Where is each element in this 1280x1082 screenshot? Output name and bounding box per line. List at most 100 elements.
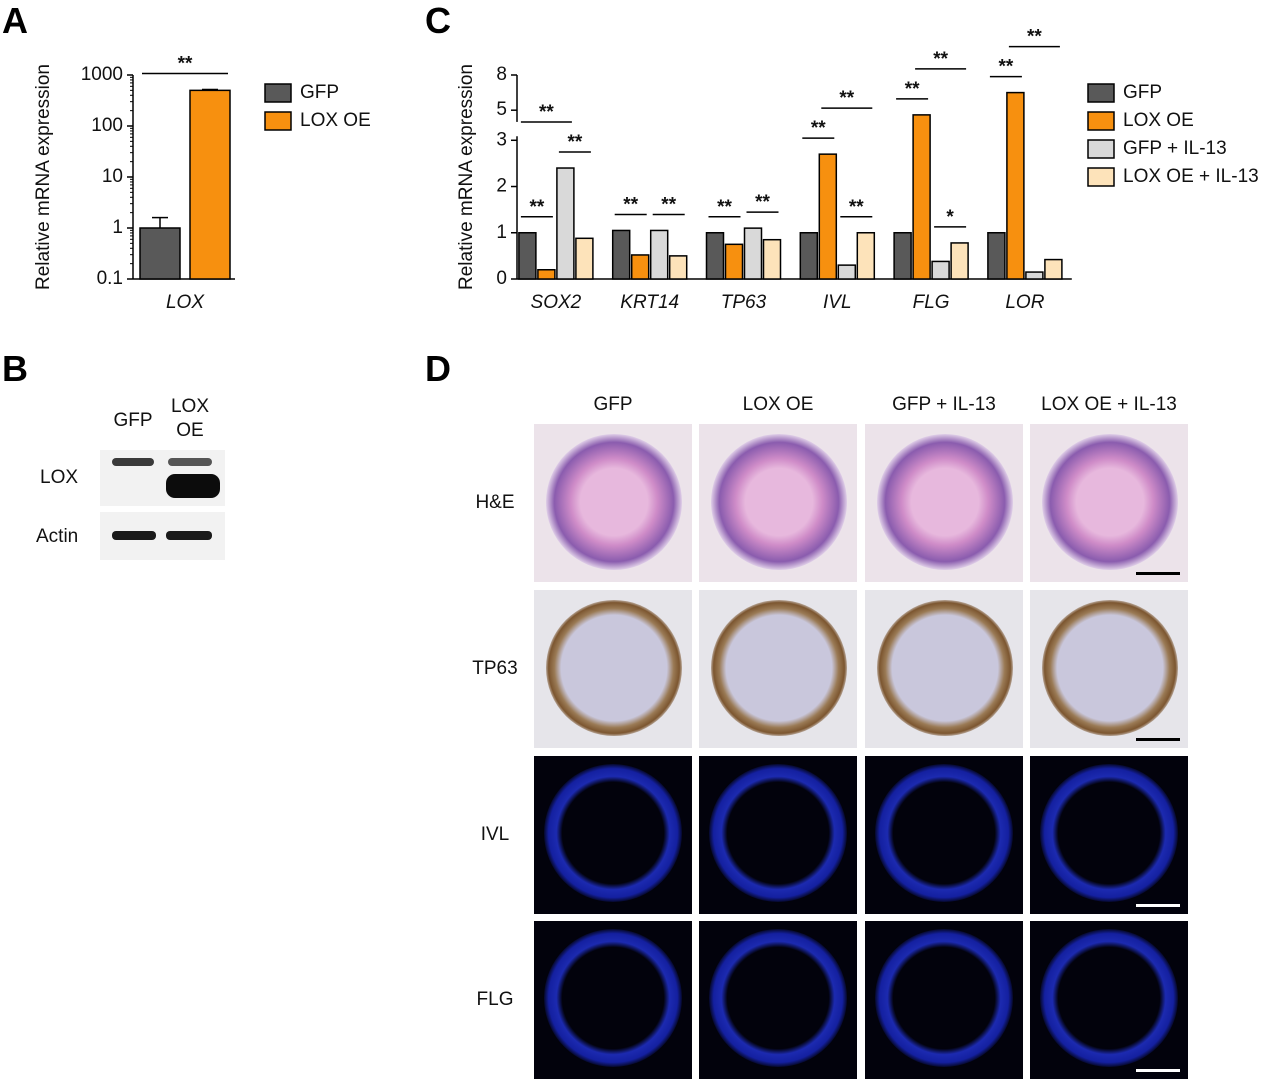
row-label: FLG <box>476 989 514 1010</box>
panel-label: C <box>425 0 451 41</box>
micrograph <box>865 756 1023 914</box>
micrograph <box>534 921 692 1079</box>
y-tick-label: 0.1 <box>97 268 123 289</box>
significance-label: ** <box>717 197 732 218</box>
micrograph <box>699 590 857 748</box>
significance-label: ** <box>905 79 920 100</box>
panel-label: D <box>425 348 451 389</box>
y-tick-label: 5 <box>496 99 507 120</box>
legend-label: LOX OE + IL-13 <box>1123 166 1259 187</box>
bar <box>537 269 556 280</box>
column-label: LOX OE <box>742 394 814 415</box>
x-tick-label: IVL <box>823 292 852 313</box>
y-tick-label: 0 <box>496 268 507 289</box>
bar <box>518 232 537 280</box>
bar <box>649 229 669 280</box>
x-tick-label: KRT14 <box>620 292 679 313</box>
significance-label: ** <box>623 194 638 215</box>
legend-swatch <box>264 111 292 131</box>
x-tick-label: SOX2 <box>531 292 582 313</box>
bar <box>1025 271 1044 280</box>
x-tick-label: FLG <box>913 292 950 313</box>
bar <box>856 232 876 280</box>
micrograph <box>1030 921 1188 1079</box>
significance-label: ** <box>839 88 854 109</box>
blot-lox <box>100 450 225 506</box>
legend-swatch <box>1087 139 1115 159</box>
row-label: H&E <box>475 492 515 513</box>
bar <box>556 167 575 280</box>
bar <box>743 227 763 280</box>
bar <box>950 242 969 280</box>
y-tick-label: 1000 <box>81 64 123 85</box>
significance-label: ** <box>999 57 1014 78</box>
legend-label: GFP <box>300 82 339 103</box>
column-label: GFP + IL-13 <box>892 394 996 415</box>
bar <box>912 114 931 280</box>
panel-label: A <box>2 0 28 41</box>
y-tick-label: 100 <box>91 115 123 136</box>
micrograph <box>534 590 692 748</box>
row-label: IVL <box>480 824 510 845</box>
legend-label: LOX OE <box>1123 110 1194 131</box>
micrograph <box>534 756 692 914</box>
column-label: GFP <box>593 394 633 415</box>
bar <box>931 260 950 280</box>
bar <box>1044 258 1063 280</box>
micrograph <box>699 424 857 582</box>
legend-label: GFP + IL-13 <box>1123 138 1227 159</box>
significance-label: ** <box>568 132 583 153</box>
significance-label: ** <box>178 53 193 74</box>
micrograph <box>534 424 692 582</box>
bar <box>818 153 838 280</box>
x-tick-label: LOR <box>1005 292 1044 313</box>
bar <box>630 254 650 280</box>
micrograph <box>865 921 1023 1079</box>
y-tick-label: 10 <box>102 166 123 187</box>
legend-swatch <box>1087 83 1115 103</box>
significance-label: ** <box>1027 27 1042 48</box>
bar <box>1006 91 1025 280</box>
x-tick-label: TP63 <box>721 292 767 313</box>
significance-label: ** <box>530 197 545 218</box>
y-tick-label: 1 <box>112 217 123 238</box>
bar <box>799 232 819 280</box>
significance-label: ** <box>661 194 676 215</box>
y-tick-label: 3 <box>496 129 507 150</box>
bar <box>668 255 688 280</box>
row-label: TP63 <box>472 658 518 679</box>
significance-label: ** <box>849 197 864 218</box>
bar <box>139 227 181 280</box>
lane-label: LOX OE <box>170 396 210 441</box>
significance-label: ** <box>933 49 948 70</box>
row-label: LOX <box>40 467 79 488</box>
bar <box>837 264 857 280</box>
micrograph <box>865 590 1023 748</box>
bar <box>705 232 725 280</box>
significance-label: * <box>946 207 954 228</box>
legend-label: LOX OE <box>300 110 371 131</box>
bar <box>762 238 782 280</box>
y-tick-label: 2 <box>496 176 507 197</box>
bar <box>987 232 1006 280</box>
micrograph <box>865 424 1023 582</box>
micrograph <box>1030 756 1188 914</box>
y-axis-label: Relative mRNA expression <box>456 64 477 290</box>
panel-label: B <box>2 348 28 389</box>
y-tick-label: 1 <box>496 222 507 243</box>
bar <box>611 229 631 280</box>
scale-bar <box>1136 904 1180 907</box>
scale-bar <box>1136 572 1180 575</box>
bar <box>575 237 594 280</box>
micrograph <box>699 921 857 1079</box>
blot-actin <box>100 512 225 560</box>
column-label: LOX OE + IL-13 <box>1041 394 1177 415</box>
lane-label: GFP <box>113 410 153 431</box>
scale-bar <box>1136 1069 1180 1072</box>
bar <box>893 232 912 280</box>
legend-swatch <box>264 83 292 103</box>
micrograph <box>1030 590 1188 748</box>
significance-label: ** <box>811 118 826 139</box>
micrograph <box>1030 424 1188 582</box>
